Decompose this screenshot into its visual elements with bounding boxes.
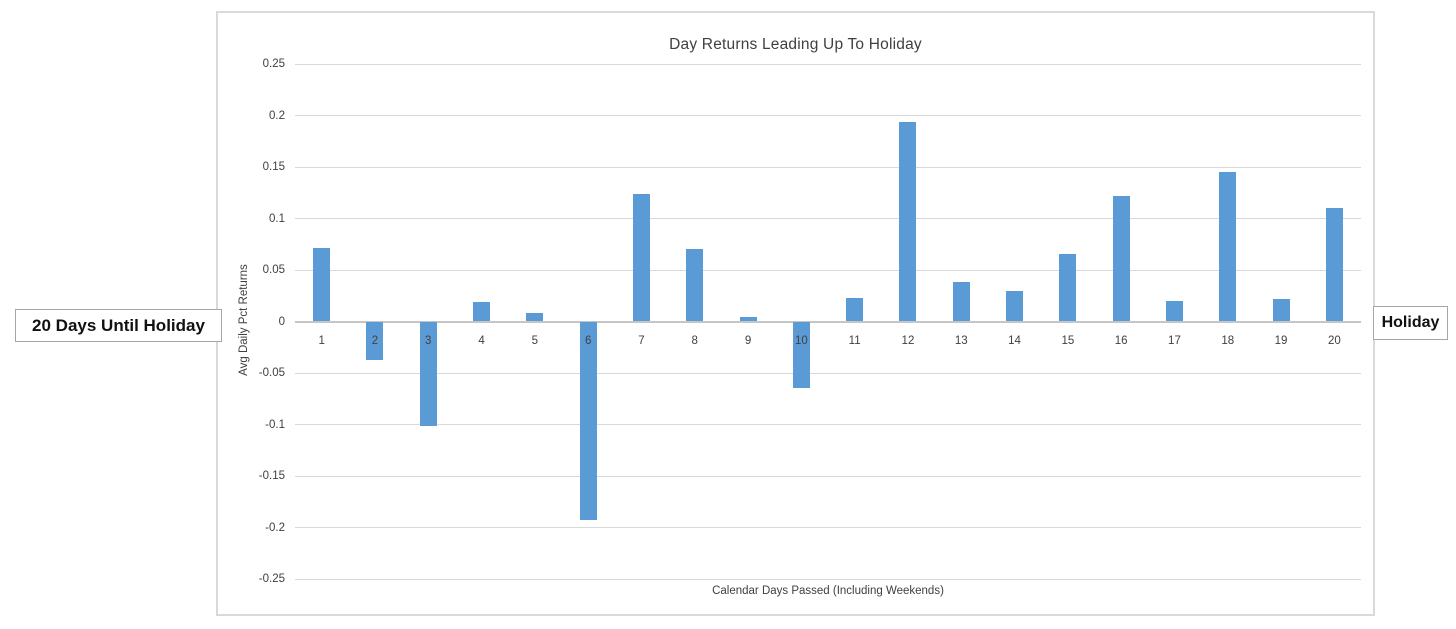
- x-tick-label: 14: [1008, 334, 1021, 347]
- x-tick-label: 1: [318, 334, 325, 347]
- y-tick-label: 0.2: [269, 109, 285, 122]
- y-tick-label: 0.05: [262, 264, 285, 276]
- bar-day-5: [526, 313, 544, 322]
- gridline: [295, 527, 1361, 528]
- chart-title: Day Returns Leading Up To Holiday: [669, 36, 922, 53]
- y-tick-label: 0.15: [262, 161, 285, 173]
- gridline: [295, 475, 1361, 477]
- bar-day-11: [846, 297, 864, 322]
- bar-day-12: [899, 121, 917, 322]
- y-tick-label: 0: [278, 315, 285, 328]
- x-tick-label: 12: [901, 334, 915, 347]
- bar-day-6: [579, 321, 597, 521]
- y-tick-label: 0.1: [269, 212, 285, 225]
- gridline: [295, 218, 1361, 219]
- x-tick-label: 15: [1061, 334, 1075, 347]
- left-callout-label: 20 Days Until Holiday: [32, 315, 205, 335]
- left-callout-box: 20 Days Until Holiday: [15, 309, 222, 342]
- x-axis-title: Calendar Days Passed (Including Weekends…: [712, 585, 944, 597]
- right-callout-box: Holiday: [1373, 306, 1448, 340]
- bar-day-20: [1325, 208, 1343, 322]
- bar-day-14: [1006, 290, 1024, 322]
- x-tick-label: 4: [478, 334, 485, 347]
- gridline: [295, 372, 1361, 374]
- gridline: [295, 269, 1361, 271]
- x-tick-label: 11: [848, 334, 861, 347]
- bar-day-13: [952, 282, 970, 322]
- bar-day-4: [473, 301, 491, 322]
- gridline: [295, 115, 1361, 116]
- bar-day-1: [313, 248, 331, 322]
- bar-day-18: [1219, 172, 1237, 322]
- chart-container: Day Returns Leading Up To Holiday Avg Da…: [216, 11, 1375, 616]
- y-tick-label: -0.25: [258, 573, 285, 585]
- bar-day-19: [1272, 298, 1290, 322]
- bar-day-17: [1165, 300, 1183, 322]
- x-tick-label: 16: [1114, 334, 1128, 347]
- bar-day-9: [739, 317, 757, 322]
- x-tick-label: 2: [371, 334, 379, 347]
- gridline: [295, 63, 1361, 65]
- bar-day-2: [366, 321, 384, 360]
- x-tick-label: 8: [691, 334, 698, 347]
- bar-day-8: [686, 249, 704, 322]
- gridline: [295, 166, 1361, 168]
- y-tick-label: 0.25: [262, 58, 285, 70]
- x-tick-label: 6: [584, 334, 592, 347]
- x-tick-label: 18: [1221, 334, 1235, 347]
- x-tick-label: 19: [1274, 334, 1288, 347]
- y-tick-label: -0.1: [265, 418, 285, 431]
- gridline: [295, 424, 1361, 425]
- plot-area: 1 2 3 4 5 6 7 8 9 10 11 12 13 14 15 16 17 18 19 20: [295, 63, 1361, 580]
- bar-day-15: [1059, 253, 1077, 322]
- x-tick-label: 7: [638, 334, 645, 347]
- y-tick-label: -0.2: [265, 521, 285, 534]
- x-tick-label: 3: [425, 334, 432, 347]
- x-tick-label: 13: [954, 334, 968, 347]
- y-tick-label: -0.15: [258, 470, 285, 482]
- x-tick-label: 20: [1327, 334, 1341, 347]
- y-tick-label: -0.05: [258, 367, 285, 379]
- bar-day-3: [419, 321, 437, 426]
- right-callout-label: Holiday: [1381, 314, 1440, 331]
- x-tick-label: 9: [744, 334, 752, 347]
- gridline: [295, 578, 1361, 580]
- zero-axis-line: [295, 320, 1361, 323]
- bar-day-10: [792, 321, 810, 389]
- x-tick-label: 10: [794, 334, 808, 347]
- x-tick-label: 5: [531, 334, 539, 347]
- bar-day-16: [1112, 195, 1130, 322]
- bar-day-7: [632, 193, 650, 322]
- x-tick-label: 17: [1168, 334, 1181, 347]
